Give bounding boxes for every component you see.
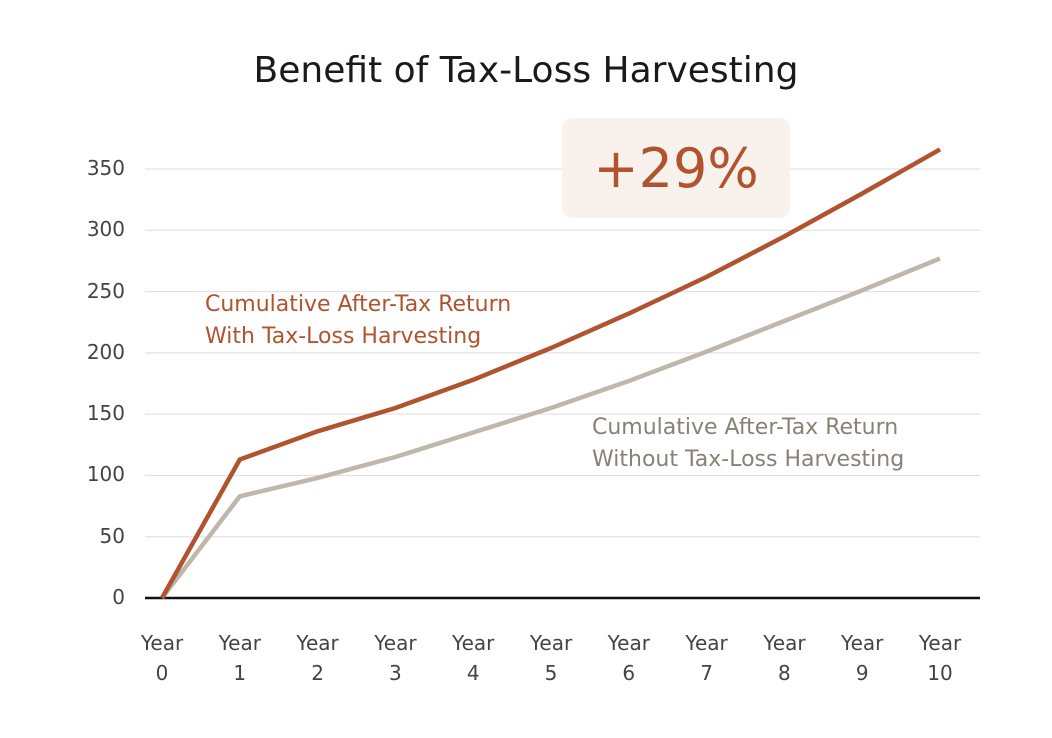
y-tick-label: 150 — [86, 401, 125, 426]
line — [160, 147, 942, 600]
y-tick-label: 200 — [86, 339, 125, 364]
x-tick-label: Year 5 — [529, 631, 573, 685]
y-tick-label: 50 — [99, 523, 125, 548]
y-tick-label: 350 — [86, 156, 125, 180]
x-tick-label: Year 8 — [763, 631, 806, 685]
series-label: Cumulative After-Tax Return With Tax-Los… — [205, 292, 512, 349]
line — [160, 256, 941, 600]
y-tick-label: 250 — [86, 278, 125, 303]
series-label: Cumulative After-Tax Return Without Tax-… — [592, 415, 905, 472]
x-tick-label: Year 4 — [452, 631, 495, 685]
annotation: +29% — [562, 118, 790, 218]
x-tick-label: Year 9 — [841, 631, 884, 685]
x-tick-label: Year 3 — [374, 631, 417, 685]
x-tick-label: Year 2 — [296, 631, 339, 685]
y-tick-label: 100 — [86, 462, 125, 487]
chart-title: Benefit of Tax-Loss Harvesting — [253, 50, 799, 91]
y-tick-label: 0 — [112, 585, 125, 609]
x-tick-label: Year 1 — [218, 631, 261, 685]
x-tick-label: Year 0 — [140, 631, 184, 685]
y-tick-label: 300 — [86, 217, 125, 242]
x-tick-label: Year 10 — [918, 631, 962, 685]
x-tick-label: Year 6 — [607, 631, 650, 685]
x-tick-label: Year 7 — [685, 631, 728, 685]
